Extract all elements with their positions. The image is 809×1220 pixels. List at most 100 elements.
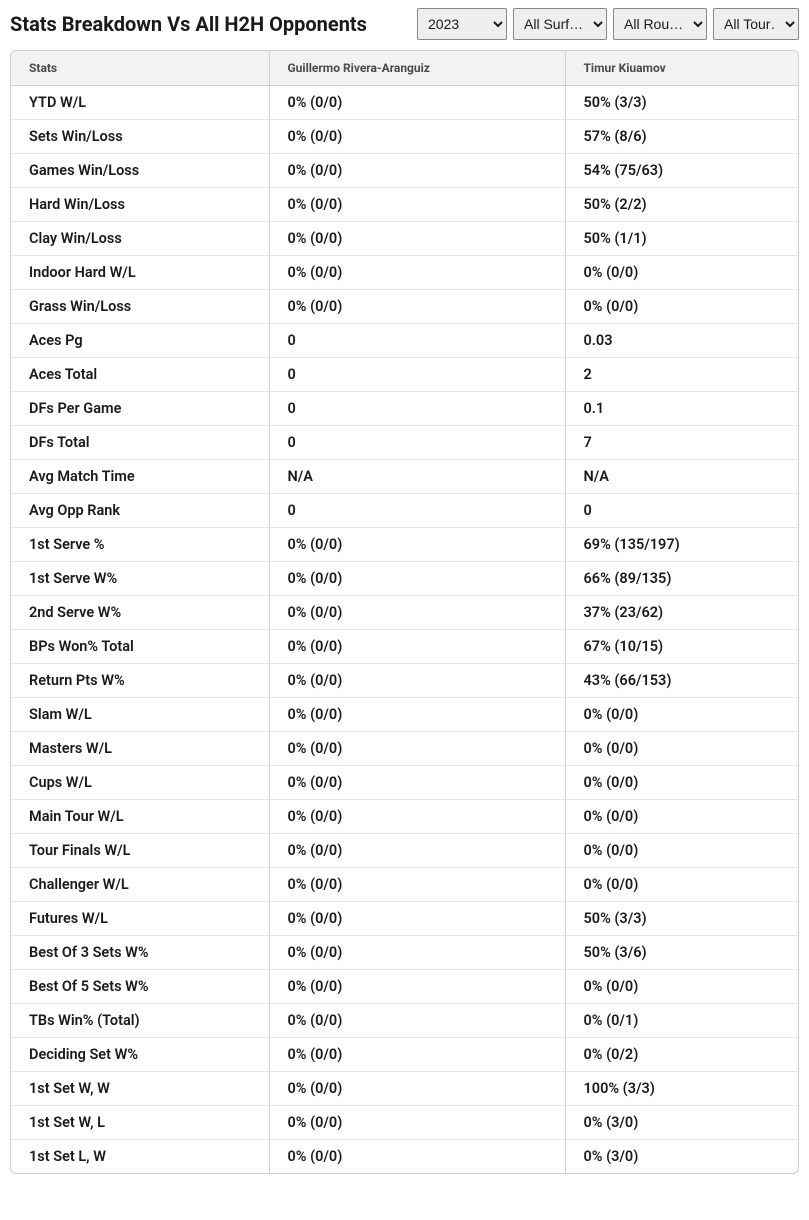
table-row: Main Tour W/L0% (0/0)0% (0/0) [11, 800, 798, 834]
stats-table: Stats Guillermo Rivera-Aranguiz Timur Ki… [11, 51, 798, 1173]
table-header-row: Stats Guillermo Rivera-Aranguiz Timur Ki… [11, 51, 798, 86]
player2-value: 0% (0/0) [565, 732, 798, 766]
table-row: Aces Total02 [11, 358, 798, 392]
stat-label: DFs Per Game [11, 392, 269, 426]
table-row: Deciding Set W%0% (0/0)0% (0/2) [11, 1038, 798, 1072]
stat-label: Aces Total [11, 358, 269, 392]
player1-value: 0 [269, 392, 565, 426]
stat-label: Indoor Hard W/L [11, 256, 269, 290]
player1-value: 0 [269, 324, 565, 358]
stat-label: Hard Win/Loss [11, 188, 269, 222]
player1-value: 0% (0/0) [269, 1140, 565, 1174]
player1-value: N/A [269, 460, 565, 494]
player1-value: 0% (0/0) [269, 1004, 565, 1038]
player2-value: 50% (3/3) [565, 902, 798, 936]
col-header-player2: Timur Kiuamov [565, 51, 798, 86]
stat-label: Main Tour W/L [11, 800, 269, 834]
year-select[interactable]: 2023 [417, 8, 507, 40]
player1-value: 0 [269, 426, 565, 460]
table-row: Challenger W/L0% (0/0)0% (0/0) [11, 868, 798, 902]
player2-value: 0% (0/0) [565, 970, 798, 1004]
player2-value: 50% (2/2) [565, 188, 798, 222]
player1-value: 0% (0/0) [269, 766, 565, 800]
player2-value: 100% (3/3) [565, 1072, 798, 1106]
stat-label: 2nd Serve W% [11, 596, 269, 630]
player2-value: 54% (75/63) [565, 154, 798, 188]
stat-label: Best Of 3 Sets W% [11, 936, 269, 970]
player1-value: 0% (0/0) [269, 154, 565, 188]
stat-label: Tour Finals W/L [11, 834, 269, 868]
table-row: Slam W/L0% (0/0)0% (0/0) [11, 698, 798, 732]
stat-label: Return Pts W% [11, 664, 269, 698]
player2-value: 0% (0/0) [565, 868, 798, 902]
table-row: Sets Win/Loss0% (0/0)57% (8/6) [11, 120, 798, 154]
table-row: 1st Serve %0% (0/0)69% (135/197) [11, 528, 798, 562]
player2-value: 43% (66/153) [565, 664, 798, 698]
player2-value: 0% (0/0) [565, 834, 798, 868]
stat-label: BPs Won% Total [11, 630, 269, 664]
stat-label: Sets Win/Loss [11, 120, 269, 154]
player1-value: 0% (0/0) [269, 256, 565, 290]
player2-value: 0% (0/0) [565, 698, 798, 732]
player2-value: 0% (0/0) [565, 290, 798, 324]
player2-value: 0% (3/0) [565, 1140, 798, 1174]
table-row: 1st Serve W%0% (0/0)66% (89/135) [11, 562, 798, 596]
player1-value: 0% (0/0) [269, 732, 565, 766]
player2-value: 50% (3/6) [565, 936, 798, 970]
stat-label: Slam W/L [11, 698, 269, 732]
player1-value: 0% (0/0) [269, 664, 565, 698]
player1-value: 0% (0/0) [269, 868, 565, 902]
player1-value: 0% (0/0) [269, 936, 565, 970]
player2-value: 0% (0/1) [565, 1004, 798, 1038]
player2-value: 0% (0/0) [565, 256, 798, 290]
table-row: TBs Win% (Total)0% (0/0)0% (0/1) [11, 1004, 798, 1038]
table-row: BPs Won% Total0% (0/0)67% (10/15) [11, 630, 798, 664]
table-row: Clay Win/Loss0% (0/0)50% (1/1) [11, 222, 798, 256]
table-row: Avg Opp Rank00 [11, 494, 798, 528]
player1-value: 0% (0/0) [269, 1072, 565, 1106]
player1-value: 0% (0/0) [269, 528, 565, 562]
round-select[interactable]: All Rou… [613, 8, 707, 40]
player2-value: 37% (23/62) [565, 596, 798, 630]
stat-label: Grass Win/Loss [11, 290, 269, 324]
stat-label: Cups W/L [11, 766, 269, 800]
player2-value: 50% (3/3) [565, 86, 798, 120]
player2-value: 57% (8/6) [565, 120, 798, 154]
player2-value: 0% (0/2) [565, 1038, 798, 1072]
player1-value: 0% (0/0) [269, 630, 565, 664]
tour-select[interactable]: All Tour… [713, 8, 799, 40]
player2-value: 0.1 [565, 392, 798, 426]
table-row: Aces Pg00.03 [11, 324, 798, 358]
table-row: Best Of 5 Sets W%0% (0/0)0% (0/0) [11, 970, 798, 1004]
table-row: Return Pts W%0% (0/0)43% (66/153) [11, 664, 798, 698]
player1-value: 0 [269, 358, 565, 392]
table-row: 2nd Serve W%0% (0/0)37% (23/62) [11, 596, 798, 630]
player2-value: 69% (135/197) [565, 528, 798, 562]
player1-value: 0% (0/0) [269, 970, 565, 1004]
stat-label: 1st Set L, W [11, 1140, 269, 1174]
table-row: DFs Total07 [11, 426, 798, 460]
stat-label: 1st Set W, W [11, 1072, 269, 1106]
stat-label: 1st Set W, L [11, 1106, 269, 1140]
table-row: Hard Win/Loss0% (0/0)50% (2/2) [11, 188, 798, 222]
player2-value: 0% (0/0) [565, 800, 798, 834]
stat-label: Deciding Set W% [11, 1038, 269, 1072]
surface-select[interactable]: All Surf… [513, 8, 607, 40]
player1-value: 0% (0/0) [269, 800, 565, 834]
table-row: Indoor Hard W/L0% (0/0)0% (0/0) [11, 256, 798, 290]
player1-value: 0% (0/0) [269, 188, 565, 222]
stat-label: Games Win/Loss [11, 154, 269, 188]
table-row: Avg Match TimeN/AN/A [11, 460, 798, 494]
stat-label: Masters W/L [11, 732, 269, 766]
table-row: Futures W/L0% (0/0)50% (3/3) [11, 902, 798, 936]
player1-value: 0 [269, 494, 565, 528]
player2-value: 7 [565, 426, 798, 460]
player2-value: 50% (1/1) [565, 222, 798, 256]
stat-label: Futures W/L [11, 902, 269, 936]
page-title: Stats Breakdown Vs All H2H Opponents [10, 12, 367, 36]
filter-bar: 2023 All Surf… All Rou… All Tour… [417, 8, 799, 40]
table-row: 1st Set L, W0% (0/0)0% (3/0) [11, 1140, 798, 1174]
player1-value: 0% (0/0) [269, 290, 565, 324]
player2-value: 0.03 [565, 324, 798, 358]
player1-value: 0% (0/0) [269, 902, 565, 936]
